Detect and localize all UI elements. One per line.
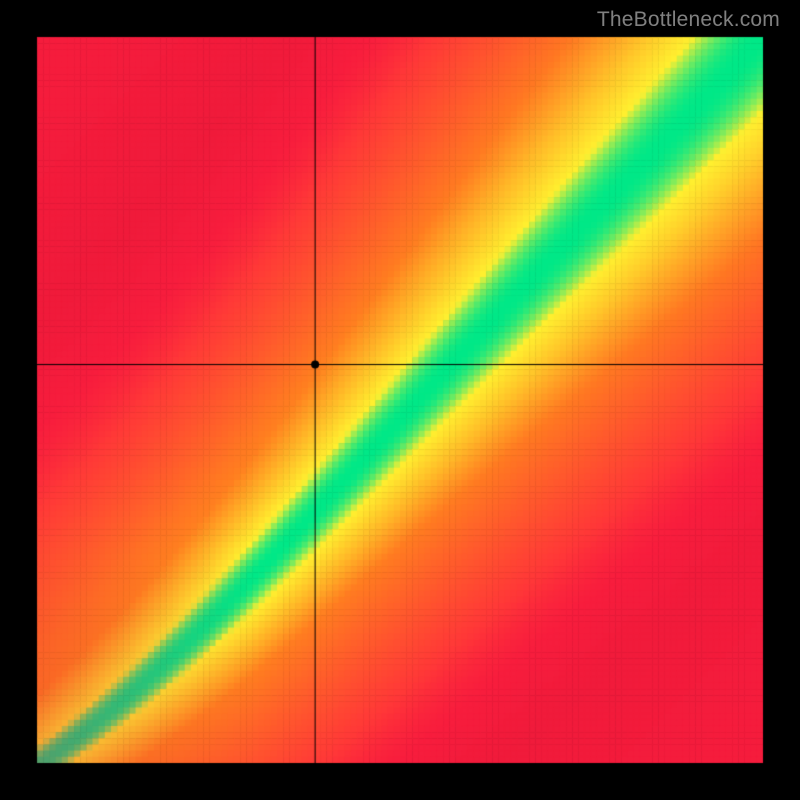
bottleneck-heatmap: [0, 0, 800, 800]
chart-container: TheBottleneck.com: [0, 0, 800, 800]
watermark-text: TheBottleneck.com: [597, 8, 780, 32]
